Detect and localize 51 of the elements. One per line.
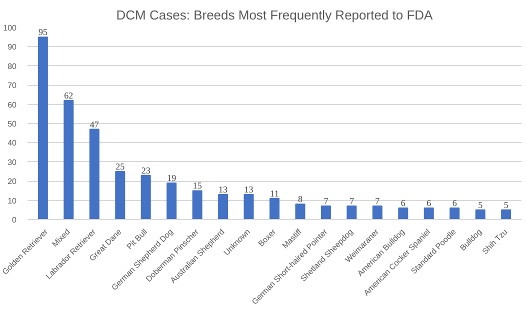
y-tick-label: 40 bbox=[8, 138, 18, 148]
data-label: 19 bbox=[167, 173, 177, 184]
chart-title: DCM Cases: Breeds Most Frequently Reported to FDA bbox=[116, 8, 434, 22]
bar bbox=[166, 182, 177, 220]
bar bbox=[450, 207, 460, 220]
bar bbox=[346, 206, 357, 220]
data-label: 8 bbox=[298, 194, 303, 204]
y-tick-label: 10 bbox=[8, 196, 18, 206]
bar bbox=[269, 198, 280, 220]
bar bbox=[372, 206, 382, 220]
data-label: 5 bbox=[504, 200, 509, 210]
y-tick-label: 100 bbox=[3, 24, 18, 32]
data-label: 6 bbox=[452, 198, 458, 208]
data-label: 15 bbox=[192, 180, 202, 191]
y-tick-label: 60 bbox=[8, 100, 18, 110]
bar bbox=[320, 206, 331, 220]
data-label: 47 bbox=[90, 119, 100, 130]
y-tick-label: 30 bbox=[8, 158, 18, 167]
data-label: 6 bbox=[426, 198, 432, 208]
y-tick-label: 0 bbox=[12, 216, 18, 224]
data-label: 13 bbox=[218, 184, 228, 195]
bar bbox=[192, 190, 202, 220]
bar bbox=[115, 171, 126, 220]
data-label: 7 bbox=[375, 196, 380, 206]
x-tick-label: Pit Bull bbox=[125, 227, 150, 252]
y-tick-label: 90 bbox=[8, 42, 18, 52]
data-label: 5 bbox=[478, 200, 484, 210]
bar bbox=[424, 207, 434, 220]
data-label: 95 bbox=[38, 27, 48, 38]
bar bbox=[398, 207, 408, 220]
bar bbox=[140, 174, 151, 220]
bar bbox=[38, 36, 48, 220]
data-label: 23 bbox=[141, 165, 151, 176]
bar bbox=[295, 204, 306, 220]
bar bbox=[218, 194, 228, 220]
bar bbox=[244, 194, 254, 220]
bar bbox=[501, 209, 512, 220]
bar bbox=[89, 128, 100, 220]
data-label: 7 bbox=[324, 196, 329, 206]
bar bbox=[64, 100, 74, 220]
y-tick-label: 80 bbox=[8, 62, 18, 71]
y-tick-label: 20 bbox=[8, 177, 18, 186]
data-label: 62 bbox=[64, 90, 74, 100]
data-label: 6 bbox=[400, 198, 406, 208]
y-tick-label: 70 bbox=[8, 81, 18, 90]
y-tick-label: 50 bbox=[8, 120, 18, 128]
data-label: 25 bbox=[116, 162, 126, 172]
data-label: 7 bbox=[349, 196, 354, 206]
bar bbox=[475, 209, 486, 220]
data-label: 13 bbox=[244, 184, 254, 195]
data-label: 11 bbox=[270, 188, 279, 198]
